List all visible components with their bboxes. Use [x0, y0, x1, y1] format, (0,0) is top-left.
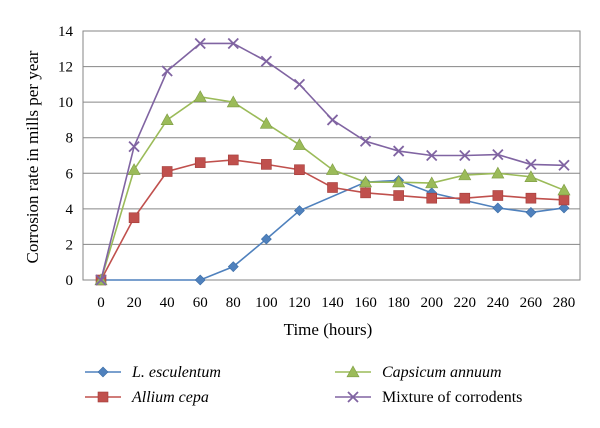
y-tick-label: 4 — [66, 202, 74, 218]
data-point — [359, 175, 373, 188]
legend-item: Allium cepa — [85, 389, 209, 406]
x-tick-label: 120 — [288, 295, 311, 311]
data-point — [327, 182, 338, 193]
data-point — [127, 163, 141, 175]
x-tick-label: 80 — [226, 295, 241, 311]
data-point — [161, 65, 173, 77]
y-tick-label: 12 — [58, 60, 73, 76]
y-axis-title: Corrosion rate in mills per year — [23, 50, 42, 263]
legend-item: Capsicum annuum — [335, 364, 502, 381]
data-point — [426, 192, 438, 204]
x-tick-label: 0 — [97, 295, 105, 311]
x-tick-label: 100 — [255, 295, 278, 311]
legend-item: Mixture of corrodents — [335, 389, 522, 406]
data-point — [194, 37, 206, 50]
legend-marker — [97, 366, 109, 378]
data-point — [558, 159, 570, 171]
data-point — [459, 149, 471, 162]
data-point — [260, 55, 272, 67]
data-point — [226, 95, 240, 108]
data-point — [160, 113, 174, 126]
data-point — [393, 190, 404, 201]
data-point — [558, 194, 570, 206]
gridlines — [83, 30, 580, 245]
data-point — [458, 168, 472, 181]
y-tick-label: 14 — [58, 24, 74, 40]
data-point — [557, 183, 571, 196]
data-point — [325, 163, 340, 175]
data-point — [261, 159, 272, 170]
data-point — [128, 140, 140, 153]
data-point — [293, 78, 306, 90]
data-point — [292, 138, 306, 150]
data-point — [425, 176, 439, 189]
x-tick-label: 60 — [193, 295, 208, 311]
data-point — [492, 190, 504, 201]
legend-marker — [347, 391, 359, 403]
x-tick-label: 240 — [487, 295, 510, 311]
series-lines — [94, 37, 571, 286]
x-tick-label: 260 — [520, 295, 543, 311]
x-tick-label: 280 — [553, 295, 576, 311]
legend-label: Capsicum annuum — [382, 364, 502, 381]
x-axis-title: Time (hours) — [284, 320, 373, 339]
data-point — [259, 116, 273, 129]
data-point — [294, 205, 305, 217]
y-axis-ticks: 0 2 4 6 8 10 12 14 — [58, 24, 74, 289]
data-point — [492, 202, 504, 214]
legend-label: L. esculentum — [131, 364, 221, 381]
data-point — [326, 114, 339, 126]
y-tick-label: 10 — [58, 95, 73, 111]
data-point — [194, 274, 206, 286]
data-point — [525, 158, 537, 171]
series-2 — [95, 154, 570, 286]
x-tick-label: 220 — [454, 295, 477, 311]
x-tick-label: 40 — [160, 295, 175, 311]
data-point — [95, 274, 107, 286]
data-point — [393, 145, 405, 157]
legend-label: Mixture of corrodents — [382, 389, 522, 406]
y-tick-label: 8 — [66, 131, 74, 147]
legend-marker — [97, 391, 109, 403]
x-tick-label: 140 — [321, 295, 344, 311]
x-tick-label: 160 — [354, 295, 377, 311]
data-point — [525, 192, 537, 204]
x-axis-ticks: 0 20 40 60 80 100 120 140 160 180 200 220 240 260 280 — [97, 295, 575, 311]
y-tick-label: 2 — [66, 237, 74, 253]
data-point — [392, 175, 406, 188]
data-point — [359, 135, 372, 147]
data-point — [524, 170, 538, 182]
data-point — [260, 233, 272, 245]
legend-item: L. esculentum — [85, 364, 221, 381]
data-point — [360, 187, 371, 199]
data-point — [294, 164, 305, 176]
series-4 — [95, 37, 570, 286]
series-3 — [94, 90, 571, 286]
data-point — [558, 202, 570, 214]
data-point — [227, 37, 239, 50]
data-point — [194, 157, 206, 168]
data-point — [525, 206, 537, 218]
x-tick-label: 180 — [387, 295, 410, 311]
legend-label: Allium cepa — [131, 389, 209, 406]
data-point — [161, 166, 173, 177]
plot-area — [82, 30, 581, 281]
data-point — [128, 212, 140, 224]
data-point — [426, 149, 438, 162]
y-tick-label: 6 — [66, 166, 74, 182]
data-point — [491, 166, 505, 179]
y-tick-label: 0 — [66, 273, 74, 289]
legend: L. esculentum Allium cepa Capsicum annuum M… — [85, 364, 522, 406]
x-tick-label: 20 — [127, 295, 142, 311]
data-point — [492, 148, 504, 161]
x-tick-label: 200 — [420, 295, 443, 311]
data-point — [227, 154, 239, 166]
legend-marker — [346, 365, 360, 378]
data-point — [193, 90, 207, 102]
data-point — [227, 261, 239, 273]
data-point — [459, 192, 471, 204]
